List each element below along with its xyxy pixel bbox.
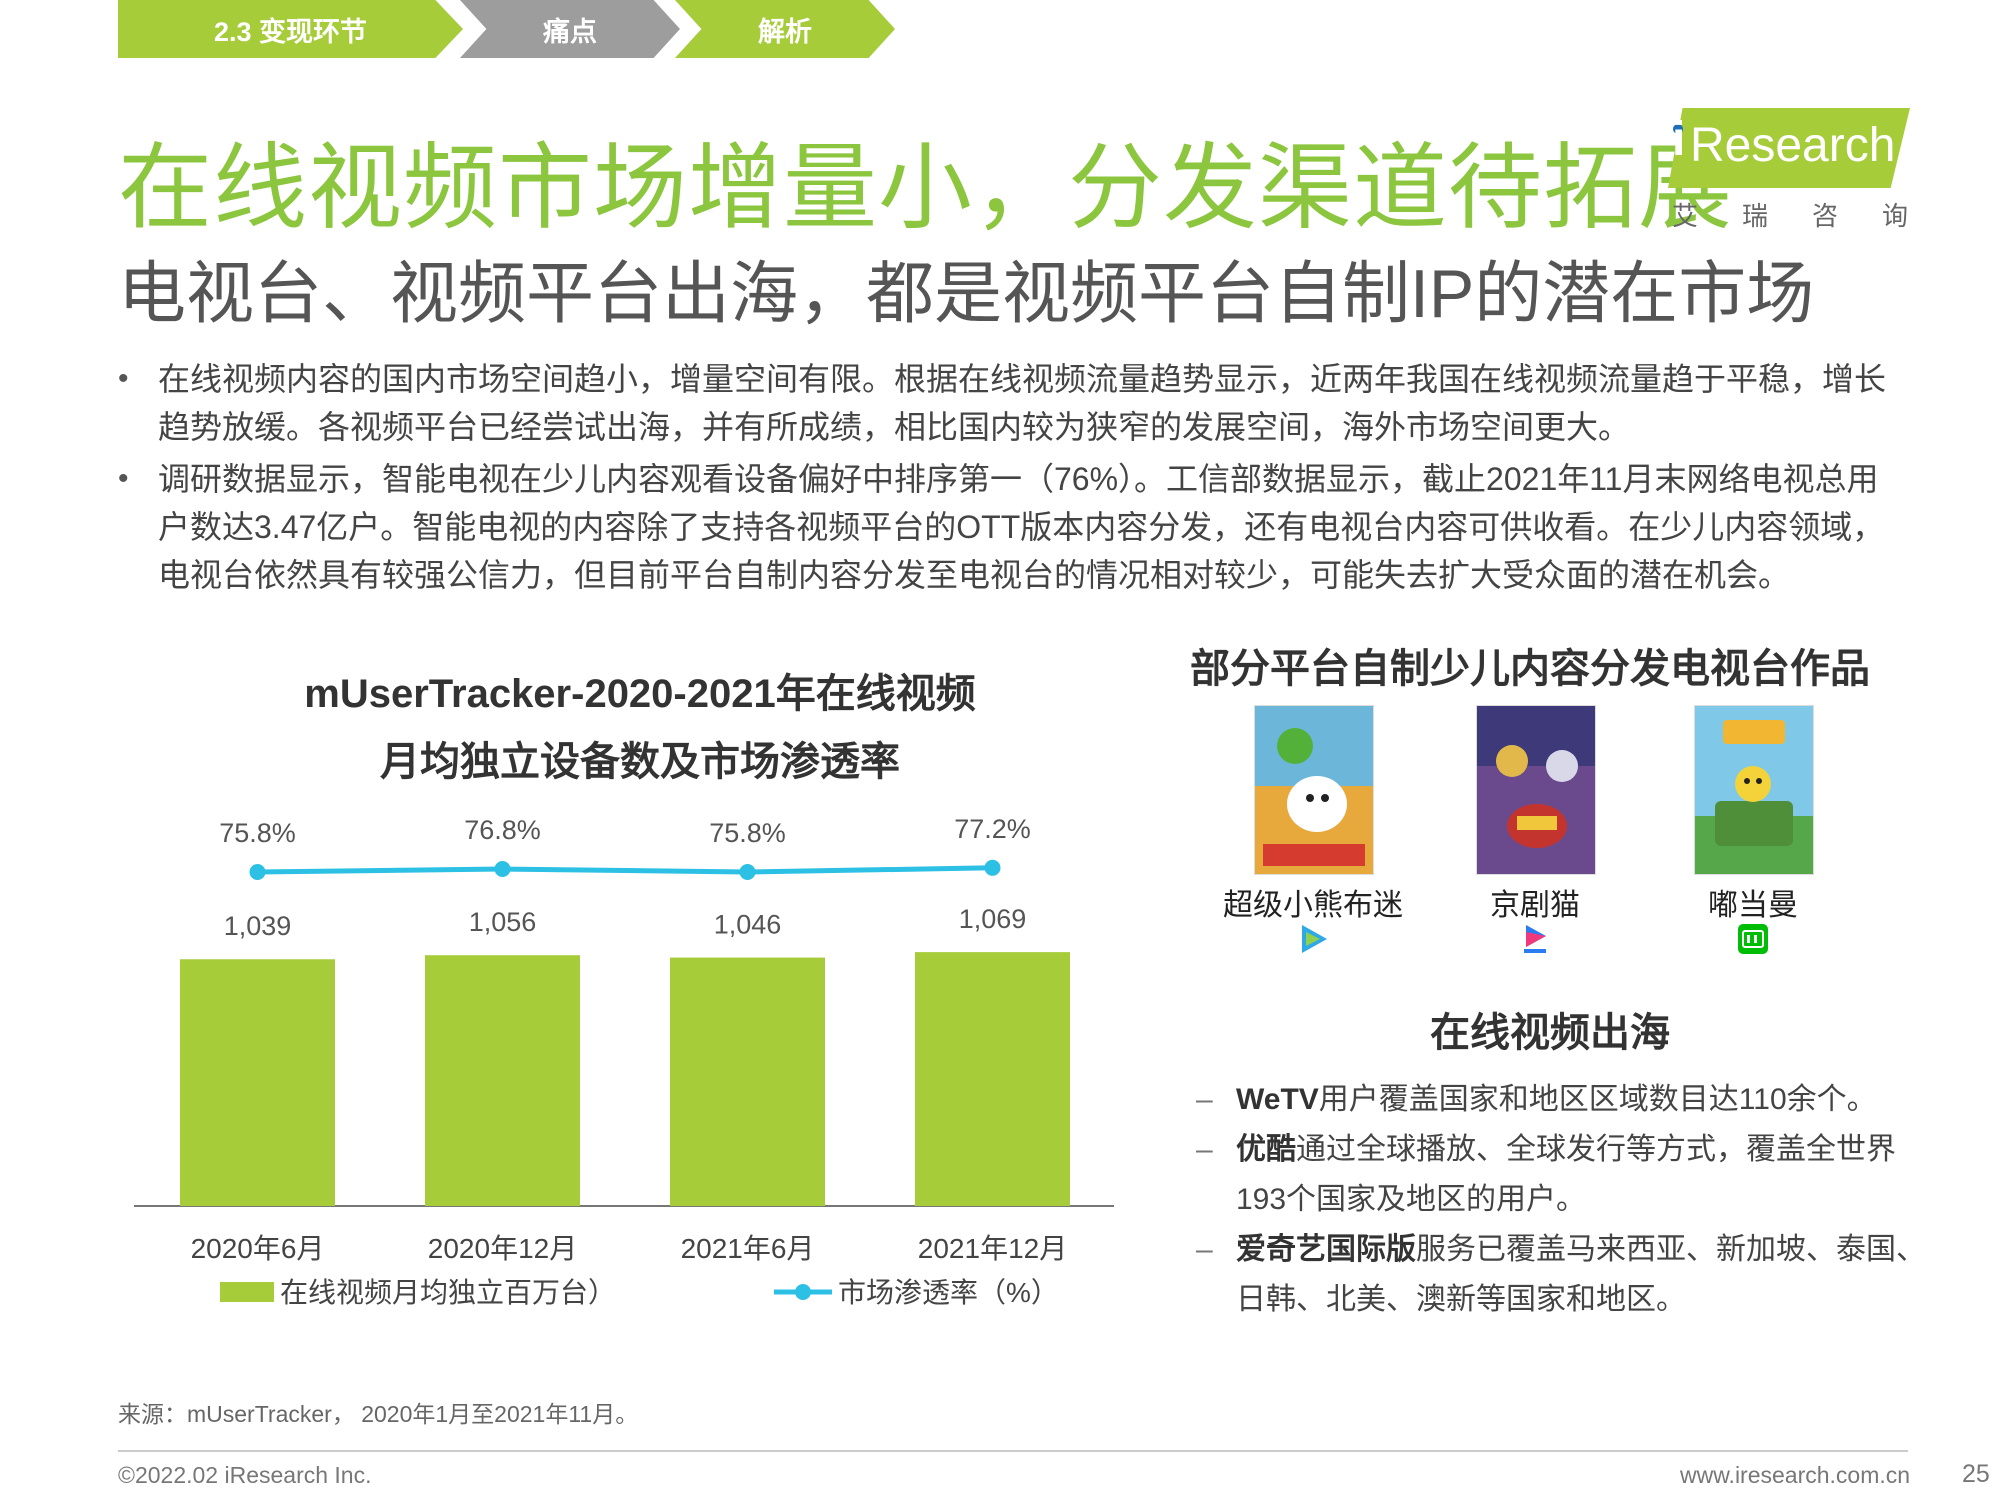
overseas-item: – WeTV用户覆盖国家和地区区域数目达110余个。 bbox=[1196, 1075, 1926, 1125]
penetration-line bbox=[257, 865, 993, 875]
youku-icon bbox=[1524, 925, 1546, 953]
legend-bar-label: 在线视频月均独立百万台） bbox=[280, 1277, 616, 1308]
overseas-item: – 优酷通过全球播放、全球发行等方式，覆盖全世界193个国家及地区的用户。 bbox=[1196, 1125, 1926, 1225]
bar-value-label: 1,046 bbox=[714, 910, 782, 940]
chart-title: mUserTracker-2020-2021年在线视频 月均独立设备数及市场渗透… bbox=[230, 660, 1050, 796]
iqiyi-icon bbox=[1738, 924, 1768, 954]
logo-dot bbox=[1673, 124, 1683, 134]
line-value-label: 75.8% bbox=[709, 818, 786, 848]
iresearch-logo bbox=[1668, 108, 1910, 188]
bullet-text: 调研数据显示，智能电视在少儿内容观看设备偏好中排序第一（76%）。工信部数据显示… bbox=[158, 461, 1885, 593]
breadcrumb-step-analysis: 解析 bbox=[675, 0, 895, 58]
overseas-item-platform: 爱奇艺国际版 bbox=[1236, 1233, 1416, 1266]
dash-icon: – bbox=[1196, 1233, 1213, 1266]
page-subtitle: 电视台、视频平台出海，都是视频平台自制IP的潜在市场 bbox=[118, 256, 1815, 332]
chart-title-line1: mUserTracker-2020-2021年在线视频 bbox=[304, 672, 976, 716]
logo-cn: 艾瑞咨询 bbox=[1672, 201, 1953, 231]
combo-chart: 1,039 2020年6月 75.8% 1,056 2020年12月 76.8% 1,046… bbox=[134, 814, 1114, 1308]
poster-dudangman-image bbox=[1695, 706, 1813, 874]
overseas-item: – 爱奇艺国际版服务已覆盖马来西亚、新加坡、泰国、日韩、北美、澳新等国家和地区。 bbox=[1196, 1225, 1926, 1325]
breadcrumb-step-pain-label: 痛点 bbox=[543, 16, 597, 47]
poster-super-bear bbox=[1254, 705, 1374, 875]
logo-mark: i bbox=[1672, 113, 1686, 166]
x-tick-label: 2020年6月 bbox=[191, 1233, 325, 1264]
x-tick-label: 2021年6月 bbox=[681, 1233, 815, 1264]
legend-line-marker bbox=[795, 1284, 811, 1300]
line-point bbox=[984, 859, 1001, 876]
page-title: 在线视频市场增量小，分发渠道待拓展 bbox=[118, 135, 1734, 240]
overseas-title: 在线视频出海 bbox=[1430, 1011, 1670, 1055]
overseas-item-text: 用户覆盖国家和地区区域数目达110余个。 bbox=[1318, 1083, 1877, 1116]
line-point bbox=[494, 861, 511, 877]
overseas-item-platform: WeTV bbox=[1236, 1083, 1319, 1116]
x-tick-label: 2020年12月 bbox=[428, 1233, 577, 1264]
overseas-item-text: 服务已覆盖马来西亚、新加坡、泰国、日韩、北美、澳新等国家和地区。 bbox=[1236, 1233, 1926, 1316]
legend-bar-swatch bbox=[220, 1282, 274, 1302]
page-number: 25 bbox=[1962, 1460, 1990, 1488]
poster-super-bear-image bbox=[1255, 706, 1373, 874]
bullet-text: 在线视频内容的国内市场空间趋小，增量空间有限。根据在线视频流量趋势显示，近两年我… bbox=[158, 361, 1887, 445]
breadcrumb-step-analysis-label: 解析 bbox=[758, 16, 812, 47]
line-value-label: 77.2% bbox=[954, 814, 1031, 844]
bar-value-label: 1,056 bbox=[469, 907, 537, 937]
line-value-label: 75.8% bbox=[219, 818, 296, 848]
line-point bbox=[249, 864, 266, 880]
overseas-list: – WeTV用户覆盖国家和地区区域数目达110余个。 – 优酷通过全球播放、全球发行… bbox=[1196, 1075, 1926, 1325]
poster-peking-cat bbox=[1476, 705, 1596, 875]
breadcrumb-section: 2.3 变现环节 bbox=[118, 0, 463, 58]
chart-title-line2: 月均独立设备数及市场渗透率 bbox=[380, 740, 900, 784]
bullet-list: • 在线视频内容的国内市场空间趋小，增量空间有限。根据在线视频流量趋势显示，近两… bbox=[118, 355, 1908, 603]
breadcrumb-step-pain: 痛点 bbox=[460, 0, 680, 58]
line-point bbox=[739, 864, 756, 880]
logo-name: Research bbox=[1690, 119, 1896, 172]
dash-icon: – bbox=[1196, 1133, 1213, 1166]
source-note: 来源：mUserTracker， 2020年1月至2021年11月。 bbox=[118, 1401, 639, 1427]
x-tick-label: 2021年12月 bbox=[918, 1233, 1067, 1264]
tencent-video-icon bbox=[1302, 925, 1327, 953]
breadcrumb-section-label: 2.3 变现环节 bbox=[213, 16, 368, 47]
line-value-label: 76.8% bbox=[464, 815, 541, 845]
footer-divider bbox=[118, 1450, 1908, 1452]
bar bbox=[180, 959, 335, 1206]
bar-value-label: 1,039 bbox=[224, 911, 292, 941]
bullet-item: • 在线视频内容的国内市场空间趋小，增量空间有限。根据在线视频流量趋势显示，近两… bbox=[118, 355, 1908, 451]
work-label: 超级小熊布迷 bbox=[1223, 889, 1403, 922]
dash-icon: – bbox=[1196, 1083, 1213, 1116]
bullet-item: • 调研数据显示，智能电视在少儿内容观看设备偏好中排序第一（76%）。工信部数据… bbox=[118, 455, 1908, 599]
bullet-dot-icon: • bbox=[118, 362, 129, 395]
legend-line-label: 市场渗透率（%） bbox=[838, 1277, 1059, 1308]
website-link[interactable]: www.iresearch.com.cn bbox=[1680, 1462, 1911, 1488]
works-title: 部分平台自制少儿内容分发电视台作品 bbox=[1190, 647, 1870, 691]
bullet-dot-icon: • bbox=[118, 462, 129, 495]
bar bbox=[425, 955, 580, 1206]
bar-value-label: 1,069 bbox=[959, 904, 1027, 934]
copyright: ©2022.02 iResearch Inc. bbox=[118, 1462, 372, 1488]
bar bbox=[915, 952, 1070, 1206]
work-label: 京剧猫 bbox=[1490, 889, 1580, 922]
bar bbox=[670, 957, 825, 1206]
poster-peking-cat-image bbox=[1477, 706, 1595, 874]
poster-dudangman bbox=[1694, 705, 1814, 875]
work-label: 嘟当曼 bbox=[1708, 889, 1798, 922]
overseas-item-platform: 优酷 bbox=[1236, 1133, 1296, 1166]
overseas-item-text: 通过全球播放、全球发行等方式，覆盖全世界193个国家及地区的用户。 bbox=[1236, 1133, 1896, 1216]
